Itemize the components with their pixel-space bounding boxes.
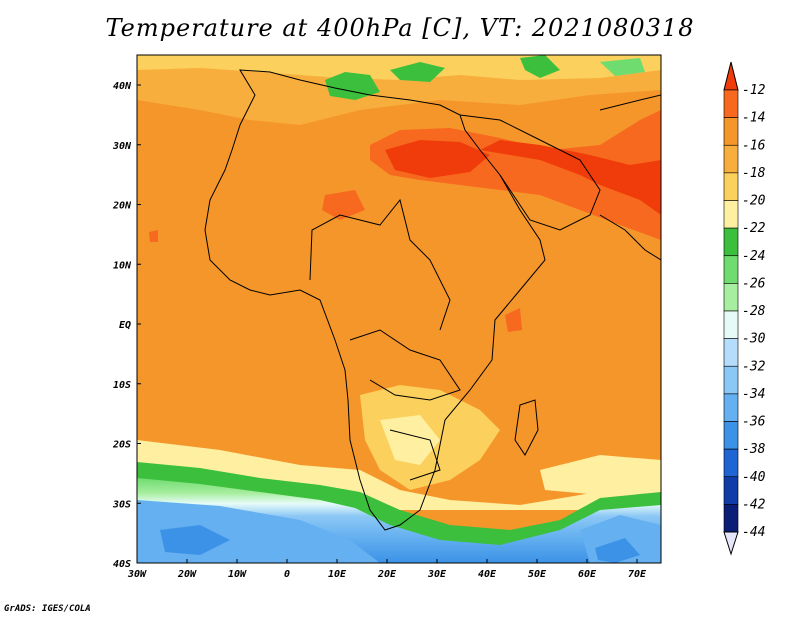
latitude-labels: 40N 30N 20N 10N EQ 10S 20S 30S 40S (112, 81, 141, 570)
lat-label: 40N (113, 81, 132, 92)
colorbar-label: -38 (742, 442, 766, 457)
colorbar-label: -12 (742, 83, 766, 98)
colorbar-label: -26 (742, 276, 766, 291)
lon-label: 10E (328, 569, 347, 580)
colorbar-swatch (723, 144, 739, 174)
colorbar-swatch (723, 421, 739, 450)
colorbar-swatch (723, 365, 739, 395)
colorbar-swatch (723, 172, 739, 201)
colorbar-label: -16 (742, 138, 766, 153)
colorbar-top-arrow (723, 61, 739, 91)
lat-label: 30S (112, 499, 131, 510)
colorbar-label: -28 (742, 304, 766, 319)
lon-label: 20E (377, 569, 397, 580)
lat-label: 20S (112, 440, 131, 451)
lat-label: 20N (112, 201, 132, 212)
colorbar-swatch (723, 117, 739, 146)
colorbar-swatch (723, 89, 739, 118)
colorbar-swatch (723, 310, 739, 339)
colorbar-label: -36 (742, 415, 766, 430)
colorbar-swatch (723, 476, 739, 505)
lat-label: 40S (113, 559, 131, 570)
colorbar-swatch (723, 504, 739, 533)
colorbar-label: -40 (742, 470, 766, 485)
temperature-field (137, 55, 661, 563)
plot-frame (136, 54, 662, 564)
coastlines (204, 69, 661, 531)
lat-label: EQ (119, 320, 131, 331)
colorbar-label: -34 (742, 387, 765, 402)
lon-label: 60E (578, 569, 597, 580)
colorbar-label: -22 (742, 221, 766, 236)
colorbar-swatch (723, 227, 739, 257)
colorbar-swatch (723, 283, 739, 312)
lon-label: 70E (628, 569, 647, 580)
colorbar-label: -18 (742, 166, 766, 181)
colorbar-label: -32 (742, 359, 766, 374)
colorbar-label: -20 (742, 194, 766, 209)
longitude-labels: 30W 20W 10W 0 10E 20E 30E 40E 50E 60E 70E (127, 559, 647, 580)
colorbar-label: -24 (742, 249, 765, 264)
lon-label: 50E (528, 569, 547, 580)
colorbar-swatch (723, 393, 739, 422)
colorbar-swatch (723, 448, 739, 478)
colorbar: -12 -14 -16 -18 -20 -22 -24 -26 -28 -30 -32 -34 -36 -… (723, 61, 766, 556)
colorbar-label: -42 (742, 497, 766, 512)
lon-label: 40E (478, 569, 497, 580)
colorbar-bottom-arrow (723, 531, 739, 556)
colorbar-swatch (723, 200, 739, 229)
lat-label: 30N (112, 141, 132, 152)
lat-label: 10N (113, 260, 132, 271)
lon-label: 30E (427, 569, 447, 580)
colorbar-label: -30 (742, 332, 766, 347)
lon-label: 20W (177, 569, 197, 580)
map-title: Temperature at 400hPa [C], VT: 202108031… (105, 14, 695, 42)
lon-label: 10W (228, 569, 247, 580)
colorbar-label: -14 (742, 111, 765, 126)
colorbar-label: -44 (742, 525, 765, 540)
lon-label: 30W (127, 569, 147, 580)
credit-text: GrADS: IGES/COLA (4, 604, 91, 614)
lat-label: 10S (113, 380, 131, 391)
lon-label: 0 (284, 569, 290, 580)
colorbar-swatch (723, 338, 739, 367)
colorbar-swatch (723, 255, 739, 284)
